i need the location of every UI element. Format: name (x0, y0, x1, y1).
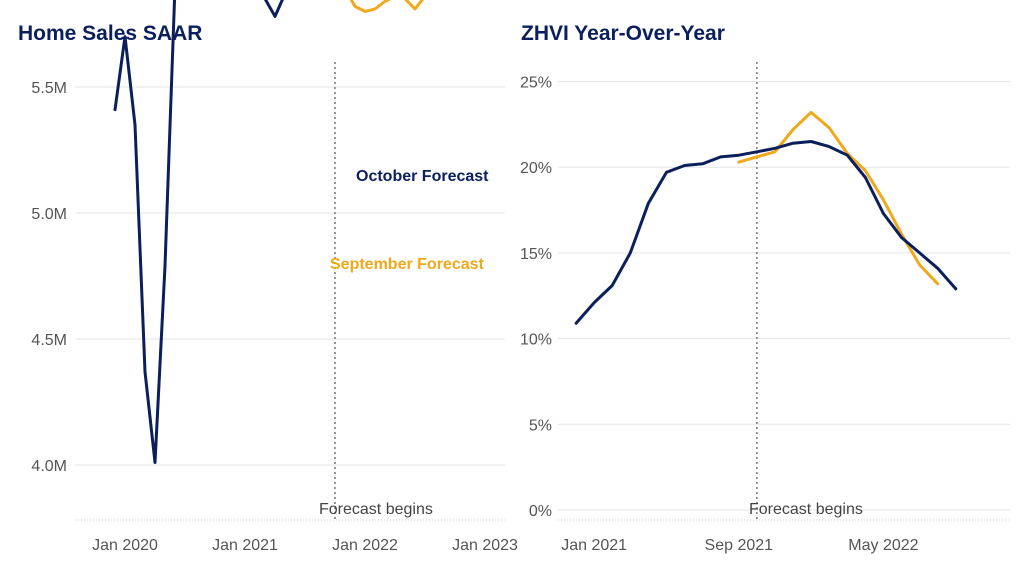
home-sales-x-tick-label: Jan 2021 (212, 537, 278, 554)
home-sales-y-tick-label: 4.0M (31, 458, 67, 475)
home-sales-series-line-october (113, 0, 284, 464)
home-sales-y-tick-label: 5.0M (31, 206, 67, 223)
home-sales-series-label-september: September Forecast (330, 256, 485, 273)
zhvi-y-tick-label: 25% (520, 75, 552, 92)
zhvi-x-tick-label: May 2022 (848, 537, 918, 554)
zhvi-series-line-september (737, 110, 940, 286)
zhvi-forecast-label: Forecast begins (749, 501, 863, 518)
zhvi-x-tick-label: Jan 2021 (561, 537, 627, 554)
chart-title-home-sales: Home Sales SAAR (18, 22, 203, 45)
home-sales-x-tick-label: Jan 2022 (332, 537, 398, 554)
zhvi-y-tick-label: 15% (520, 246, 552, 263)
zhvi-y-tick-label: 10% (520, 332, 552, 349)
zhvi-series-line-october (574, 140, 958, 325)
home-sales-x-tick-label: Jan 2023 (452, 537, 518, 554)
zhvi-y-tick-label: 0% (529, 503, 552, 520)
home-sales-x-tick-label: Jan 2020 (92, 537, 158, 554)
zhvi-y-tick-label: 5% (529, 417, 552, 434)
home-sales-series-label-october: October Forecast (356, 168, 489, 185)
home-sales-y-tick-label: 4.5M (31, 332, 67, 349)
chart-title-zhvi: ZHVI Year-Over-Year (521, 22, 725, 45)
zhvi-x-tick-label: Sep 2021 (705, 537, 774, 554)
home-sales-forecast-label: Forecast begins (319, 501, 433, 518)
home-sales-y-tick-label: 5.5M (31, 80, 67, 97)
zhvi-y-tick-label: 20% (520, 160, 552, 177)
home-sales-series-line-september (349, 0, 424, 13)
